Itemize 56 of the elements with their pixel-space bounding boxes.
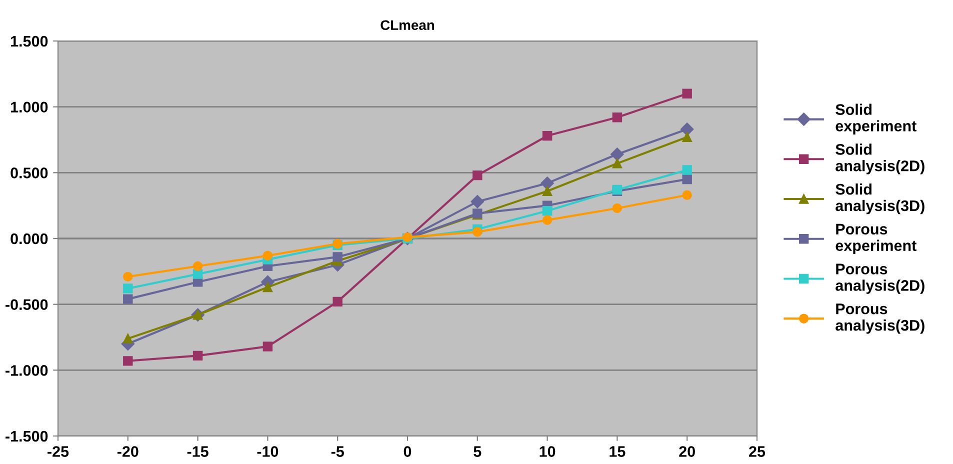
x-tick-label: -15 bbox=[187, 446, 208, 457]
x-tick-label: -20 bbox=[117, 446, 138, 457]
point bbox=[123, 334, 133, 344]
point bbox=[612, 112, 622, 122]
legend-label: Solid experiment bbox=[836, 104, 916, 134]
x-tick-label: -10 bbox=[257, 446, 278, 457]
point bbox=[472, 227, 482, 237]
x-tick-label: 0 bbox=[404, 446, 412, 457]
point bbox=[540, 176, 554, 190]
point bbox=[332, 296, 342, 307]
x-tick-label: 15 bbox=[610, 446, 626, 457]
y-tick-label: 1.000 bbox=[11, 102, 48, 113]
y-tick-label: -1.500 bbox=[6, 430, 48, 442]
legend-label: Porous analysis(3D) bbox=[836, 304, 924, 334]
point bbox=[192, 269, 203, 279]
point bbox=[682, 132, 692, 142]
point bbox=[682, 88, 692, 99]
chart-title: CLmean bbox=[380, 20, 434, 30]
y-tick-label: -1.000 bbox=[6, 365, 48, 376]
x-tick-label: -25 bbox=[48, 446, 69, 457]
x-tick-label: -5 bbox=[331, 446, 344, 457]
legend-label: Porous experiment bbox=[836, 224, 916, 254]
legend-label: Porous analysis(2D) bbox=[836, 264, 924, 294]
point bbox=[610, 148, 624, 161]
legend-label: Solid analysis(3D) bbox=[836, 183, 924, 214]
point bbox=[682, 174, 692, 184]
point bbox=[612, 158, 622, 168]
point bbox=[680, 122, 694, 136]
point bbox=[542, 186, 552, 196]
point bbox=[123, 272, 133, 282]
x-tick-label: 20 bbox=[679, 446, 695, 457]
point bbox=[262, 282, 273, 292]
point bbox=[332, 252, 342, 262]
point bbox=[472, 170, 482, 180]
y-tick-label: 1.500 bbox=[11, 36, 48, 47]
point bbox=[612, 203, 622, 214]
y-tick-label: 0.500 bbox=[10, 168, 48, 178]
point bbox=[262, 342, 273, 352]
point bbox=[470, 195, 484, 208]
point bbox=[123, 356, 133, 366]
point bbox=[123, 284, 133, 294]
point bbox=[542, 130, 552, 141]
point bbox=[123, 294, 133, 304]
point bbox=[192, 350, 203, 361]
x-tick-label: 10 bbox=[540, 446, 556, 457]
y-tick-label: 0.000 bbox=[10, 233, 48, 244]
point bbox=[192, 261, 203, 272]
x-tick-label: 25 bbox=[749, 446, 766, 457]
legend-label: Solid analysis(2D) bbox=[836, 144, 924, 174]
x-tick-label: 5 bbox=[474, 446, 482, 457]
point bbox=[542, 206, 552, 216]
point bbox=[682, 165, 692, 175]
y-tick-label: -0.500 bbox=[6, 299, 48, 310]
point bbox=[682, 190, 692, 200]
point bbox=[262, 250, 273, 260]
point bbox=[542, 215, 552, 225]
